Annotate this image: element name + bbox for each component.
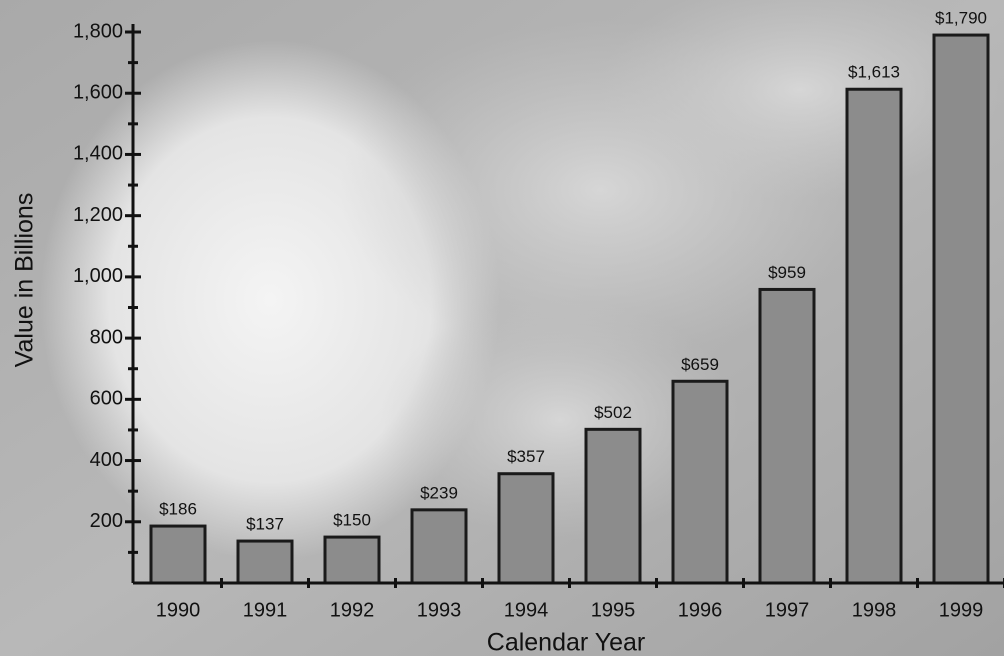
x-tick-label: 1998 — [852, 599, 897, 621]
x-tick-label: 1990 — [156, 599, 201, 621]
x-tick-label: 1991 — [243, 599, 288, 621]
y-tick-label: 1,800 — [73, 20, 123, 42]
value-label: $502 — [594, 403, 632, 422]
value-label: $357 — [507, 447, 545, 466]
y-tick-label: 1,200 — [73, 204, 123, 226]
bar — [584, 427, 642, 585]
bar — [845, 87, 903, 585]
bar — [671, 379, 729, 585]
x-tick-label: 1995 — [591, 599, 636, 621]
x-tick-label: 1993 — [417, 599, 462, 621]
value-label: $186 — [159, 500, 197, 519]
value-label: $137 — [246, 515, 284, 534]
bar — [323, 535, 381, 585]
bar — [932, 33, 990, 585]
y-tick-label: 1,000 — [73, 265, 123, 287]
y-tick-label: 600 — [90, 388, 123, 410]
y-tick-label: 1,600 — [73, 82, 123, 104]
y-tick-label: 800 — [90, 326, 123, 348]
x-tick-label: 1994 — [504, 599, 549, 621]
y-tick-label: 400 — [90, 449, 123, 471]
y-axis-title: Value in Billions — [11, 193, 39, 368]
bar — [236, 539, 294, 585]
x-tick-label: 1999 — [939, 599, 984, 621]
value-label: $1,790 — [935, 9, 987, 28]
value-label: $659 — [681, 355, 719, 374]
value-label: $959 — [768, 263, 806, 282]
bar — [410, 508, 468, 585]
y-tick-label: 200 — [90, 510, 123, 532]
bar — [758, 287, 816, 585]
x-tick-label: 1992 — [330, 599, 375, 621]
bar — [497, 472, 555, 585]
x-tick-label: 1997 — [765, 599, 810, 621]
value-label: $239 — [420, 483, 458, 502]
value-label: $1,613 — [848, 63, 900, 82]
y-tick-label: 1,400 — [73, 143, 123, 165]
bar — [149, 524, 207, 585]
x-axis-title: Calendar Year — [487, 629, 645, 656]
x-tick-label: 1996 — [678, 599, 723, 621]
value-label: $150 — [333, 511, 371, 530]
